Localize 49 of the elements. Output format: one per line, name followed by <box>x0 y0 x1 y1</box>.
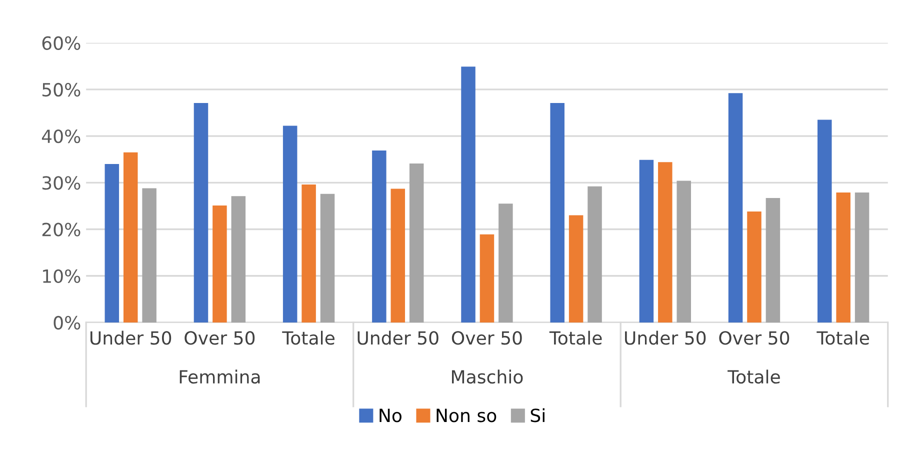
x-tick-label: Totale <box>816 330 870 345</box>
bar <box>639 160 654 322</box>
bar <box>212 205 227 322</box>
bar <box>123 152 138 322</box>
y-tick-label: 20% <box>42 222 80 236</box>
bar <box>372 150 386 322</box>
y-tick-label: 10% <box>43 269 80 283</box>
bar <box>461 66 476 322</box>
y-tick-label: 40% <box>42 130 80 144</box>
bar <box>818 120 832 322</box>
bar <box>409 164 424 322</box>
text: Totale <box>728 370 780 384</box>
x-tick-label: Under 50 <box>90 330 172 345</box>
bar <box>480 234 494 322</box>
bar <box>142 188 156 322</box>
x-tick-label: Over 50 <box>719 331 790 345</box>
x-tick-label: Over 50 <box>452 331 522 345</box>
bar <box>728 93 743 322</box>
bar <box>194 102 208 322</box>
x-tick-label: Totale <box>549 330 602 345</box>
bar <box>676 180 691 322</box>
bar <box>302 184 316 322</box>
bar <box>104 164 120 322</box>
x-tick-label: Under 50 <box>625 330 706 345</box>
bar <box>658 162 672 322</box>
bar <box>766 198 780 322</box>
bar <box>747 212 762 322</box>
y-tick-label: 50% <box>42 82 80 97</box>
bar <box>550 102 564 322</box>
legend-label: Non so <box>436 408 496 422</box>
bar <box>282 126 298 322</box>
y-tick-label: 30% <box>42 176 80 190</box>
bar <box>390 188 406 322</box>
bar <box>854 192 870 322</box>
y-tick-label: 60% <box>42 36 80 50</box>
bar <box>320 194 335 322</box>
y-tick-label: 0% <box>54 316 80 330</box>
bar <box>836 192 850 322</box>
legend-label: Si <box>530 408 544 422</box>
text: Femmina <box>180 370 260 384</box>
bar <box>498 204 513 322</box>
x-tick-label: Over 50 <box>184 331 255 345</box>
x-tick-label: Totale <box>282 330 334 345</box>
text: Maschio <box>452 370 523 384</box>
legend-label: No <box>380 408 402 422</box>
bar <box>231 196 246 322</box>
x-tick-label: Under 50 <box>358 330 438 345</box>
bar <box>568 215 584 322</box>
bar <box>588 186 602 322</box>
